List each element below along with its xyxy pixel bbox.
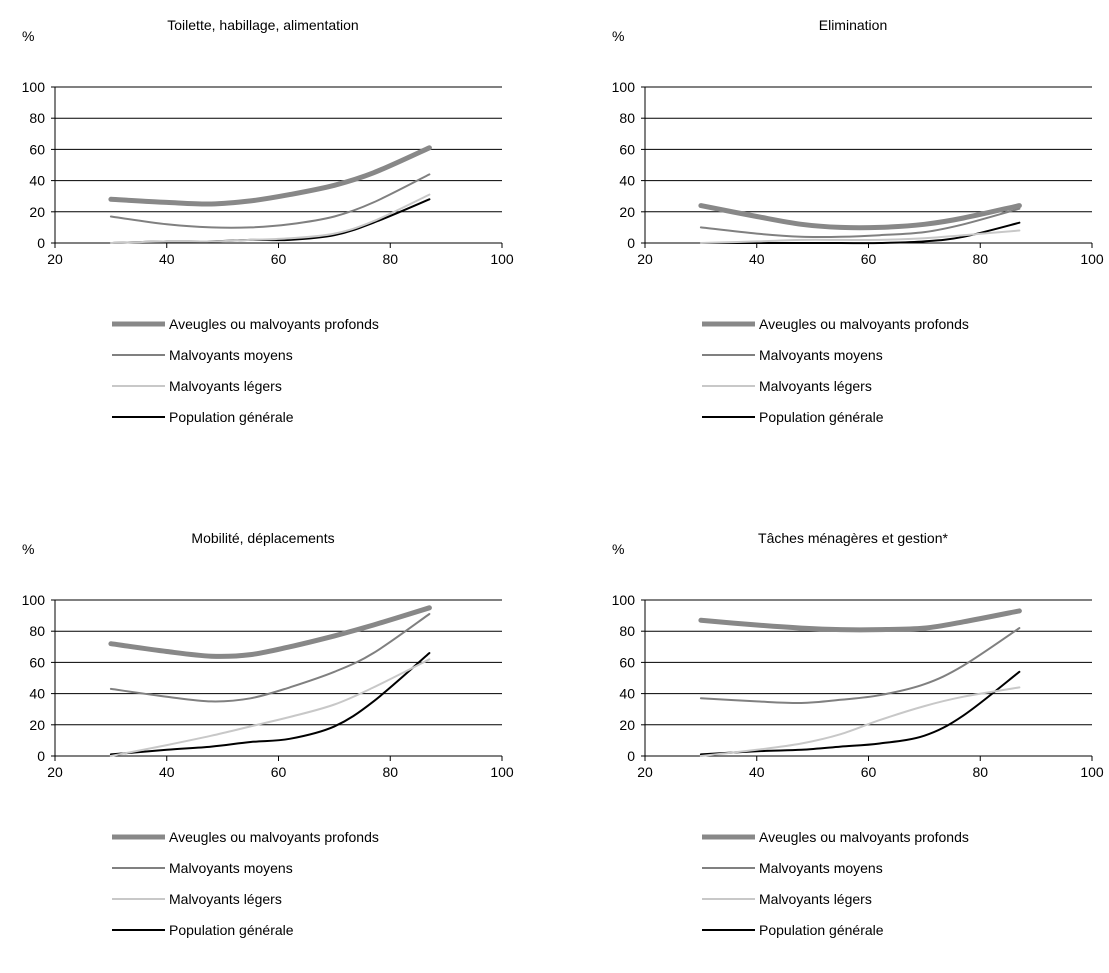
y-tick-label: 100 xyxy=(612,79,636,95)
y-tick-label: 60 xyxy=(619,141,635,157)
y-tick-label: 100 xyxy=(22,592,46,608)
y-tick-label: 100 xyxy=(22,79,46,95)
chart-title: Toilette, habillage, alimentation xyxy=(167,17,358,33)
y-tick-label: 60 xyxy=(619,654,635,670)
legend-label: Population générale xyxy=(759,409,884,425)
x-tick-label: 80 xyxy=(382,251,398,267)
x-tick-label: 40 xyxy=(159,764,175,780)
series-line-3 xyxy=(699,229,1021,244)
series-line-1 xyxy=(108,145,432,207)
chart-title: Elimination xyxy=(819,17,887,33)
legend-label: Aveugles ou malvoyants profonds xyxy=(759,829,969,845)
x-tick-label: 80 xyxy=(972,764,988,780)
x-tick-label: 60 xyxy=(861,764,877,780)
x-tick-label: 100 xyxy=(1080,764,1104,780)
x-tick-label: 20 xyxy=(637,251,653,267)
legend-label: Malvoyants légers xyxy=(759,378,872,394)
x-tick-label: 60 xyxy=(271,251,287,267)
x-tick-label: 20 xyxy=(637,764,653,780)
y-axis-unit: % xyxy=(22,541,34,557)
chart-panel-elimination: Elimination% 0 20 40 60 80 100 20 40 60 80 100 Aveug… xyxy=(590,0,1109,460)
chart-svg-toilette: Toilette, habillage, alimentation%020406… xyxy=(22,17,514,425)
series-line-4 xyxy=(109,652,431,756)
y-tick-label: 0 xyxy=(627,235,635,251)
legend-label: Malvoyants légers xyxy=(169,378,282,394)
y-tick-label: 20 xyxy=(619,204,635,220)
series-line-3 xyxy=(109,658,431,757)
x-tick-label: 40 xyxy=(749,251,765,267)
y-tick-label: 60 xyxy=(29,654,45,670)
x-tick-label: 60 xyxy=(271,764,287,780)
series-line-1 xyxy=(108,605,432,659)
y-tick-label: 80 xyxy=(29,110,45,126)
chart-panel-toilette: Toilette, habillage, alimentation% 0 20 40 6… xyxy=(0,0,540,460)
legend-label: Aveugles ou malvoyants profonds xyxy=(169,316,379,332)
chart-panel-mobilite: Mobilité, déplacements% 0 20 40 60 80 100 20 40 6… xyxy=(0,513,540,973)
x-tick-label: 100 xyxy=(490,251,514,267)
legend-label: Population générale xyxy=(169,922,294,938)
x-tick-label: 40 xyxy=(749,764,765,780)
legend-label: Population générale xyxy=(169,409,294,425)
y-tick-label: 80 xyxy=(619,110,635,126)
x-tick-label: 20 xyxy=(47,251,63,267)
y-axis-unit: % xyxy=(22,28,34,44)
y-tick-label: 60 xyxy=(29,141,45,157)
y-tick-label: 100 xyxy=(612,592,636,608)
series-line-2 xyxy=(109,613,431,703)
x-tick-label: 80 xyxy=(382,764,398,780)
y-tick-label: 80 xyxy=(29,623,45,639)
y-tick-label: 40 xyxy=(619,173,635,189)
series-line-2 xyxy=(699,627,1021,705)
series-line-4 xyxy=(699,670,1021,756)
x-tick-label: 100 xyxy=(1080,251,1104,267)
legend-label: Aveugles ou malvoyants profonds xyxy=(169,829,379,845)
chart-title: Tâches ménagères et gestion* xyxy=(758,530,948,546)
legend-label: Malvoyants moyens xyxy=(759,860,883,876)
series-line-3 xyxy=(109,193,431,244)
series-line-2 xyxy=(109,173,431,229)
y-axis-unit: % xyxy=(612,28,624,44)
x-tick-label: 100 xyxy=(490,764,514,780)
y-axis-unit: % xyxy=(612,541,624,557)
series-line-1 xyxy=(698,608,1022,633)
y-tick-label: 40 xyxy=(619,686,635,702)
legend-label: Malvoyants moyens xyxy=(169,860,293,876)
y-tick-label: 0 xyxy=(627,748,635,764)
y-tick-label: 20 xyxy=(619,717,635,733)
y-tick-label: 20 xyxy=(29,204,45,220)
x-tick-label: 60 xyxy=(861,251,877,267)
y-tick-label: 20 xyxy=(29,717,45,733)
legend-label: Malvoyants moyens xyxy=(169,347,293,363)
legend-label: Malvoyants légers xyxy=(759,891,872,907)
series-line-1 xyxy=(698,203,1022,231)
y-tick-label: 80 xyxy=(619,623,635,639)
x-tick-label: 80 xyxy=(972,251,988,267)
x-tick-label: 40 xyxy=(159,251,175,267)
legend-label: Population générale xyxy=(759,922,884,938)
x-tick-label: 20 xyxy=(47,764,63,780)
legend-label: Malvoyants moyens xyxy=(759,347,883,363)
y-tick-label: 40 xyxy=(29,686,45,702)
series-line-2 xyxy=(699,207,1021,239)
legend-label: Malvoyants légers xyxy=(169,891,282,907)
y-tick-label: 0 xyxy=(37,235,45,251)
series-line-4 xyxy=(699,221,1021,245)
series-line-4 xyxy=(109,198,431,244)
chart-panel-taches: Tâches ménagères et gestion*% 0 20 40 60 80 10… xyxy=(590,513,1109,973)
series-line-3 xyxy=(699,686,1021,757)
chart-title: Mobilité, déplacements xyxy=(191,530,334,546)
legend-label: Aveugles ou malvoyants profonds xyxy=(759,316,969,332)
chart-svg-taches: Tâches ménagères et gestion*%02040608010… xyxy=(612,530,1104,938)
y-tick-label: 40 xyxy=(29,173,45,189)
y-tick-label: 0 xyxy=(37,748,45,764)
